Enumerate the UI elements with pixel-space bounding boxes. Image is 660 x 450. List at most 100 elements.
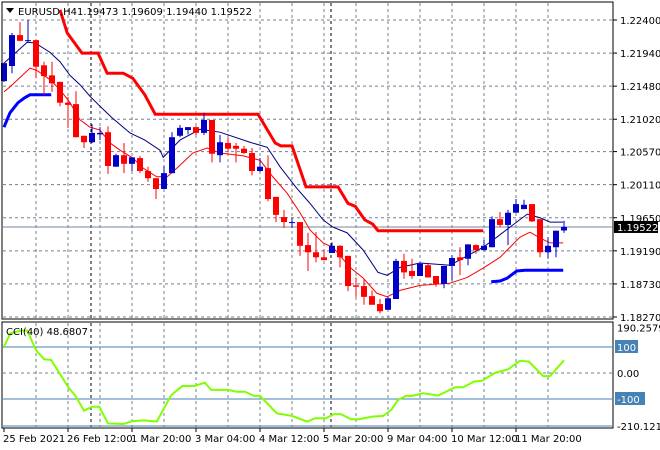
candle	[481, 240, 487, 251]
candle-body	[137, 158, 143, 172]
candle-body	[329, 245, 335, 253]
candle	[49, 61, 55, 92]
candle-body	[377, 304, 383, 312]
cci-label: CCI(40) 48.6807	[6, 327, 88, 338]
price-tick-label: 1.18270	[620, 313, 660, 324]
ma-slow-line	[3, 41, 564, 276]
current-price-label: 1.19522	[617, 223, 658, 234]
candle	[193, 126, 199, 136]
price-tick-label: 1.21480	[620, 82, 660, 93]
time-tick-label: 4 Mar 12:00	[259, 434, 319, 445]
candle-body	[193, 127, 199, 133]
candle	[129, 157, 135, 172]
candle-body	[89, 132, 95, 143]
candle-body	[121, 155, 127, 164]
cci-pane-frame	[1, 321, 614, 429]
time-tick-label: 26 Feb 12:00	[67, 434, 133, 445]
candle	[353, 277, 359, 297]
candle	[337, 245, 343, 268]
candle	[369, 290, 375, 305]
candle	[465, 244, 471, 266]
candle	[401, 253, 407, 279]
candle-body	[241, 148, 247, 154]
candle	[81, 135, 87, 148]
candle	[513, 199, 519, 213]
time-tick-label: 1 Mar 20:00	[131, 434, 191, 445]
candle-body	[73, 104, 79, 138]
candle	[409, 258, 415, 279]
candle	[201, 112, 207, 136]
candle-body	[553, 230, 559, 248]
candle	[217, 135, 223, 163]
candle	[425, 263, 431, 278]
candle	[385, 296, 391, 310]
main-pane-frame	[1, 1, 614, 320]
candle-body	[465, 244, 471, 259]
candle-body	[273, 196, 279, 215]
candle	[297, 222, 303, 256]
candle-body	[409, 270, 415, 276]
candle-body	[257, 166, 263, 172]
candle	[1, 63, 7, 82]
candle-body	[1, 63, 7, 82]
candle	[473, 244, 479, 254]
price-tick-label: 1.21020	[620, 115, 660, 126]
candle-body	[297, 222, 303, 246]
cci-tick-label: 100	[617, 343, 636, 354]
candle-body	[33, 40, 39, 67]
candle	[17, 22, 23, 41]
candle-body	[185, 127, 191, 131]
triangle-down-icon[interactable]	[6, 8, 14, 13]
candle	[105, 126, 111, 174]
candle	[161, 165, 167, 189]
stop-lower-line	[491, 268, 564, 284]
price-tick-label: 1.19650	[620, 214, 660, 225]
candle-body	[209, 119, 215, 154]
candle	[233, 142, 239, 163]
cci-tick-label: 0.00	[617, 369, 639, 380]
candle	[545, 237, 551, 259]
candle	[33, 40, 39, 79]
candle	[97, 127, 103, 141]
candle-body	[393, 260, 399, 300]
candle	[41, 61, 47, 95]
candle	[505, 209, 511, 246]
candle	[441, 265, 447, 289]
candle-body	[321, 257, 327, 261]
indicator-overlays	[2, 9, 564, 298]
price-tick-label: 1.18730	[620, 280, 660, 291]
candle	[185, 127, 191, 135]
candle-body	[537, 219, 543, 253]
candle	[249, 147, 255, 176]
candle	[457, 247, 463, 276]
candle-body	[401, 260, 407, 273]
candle	[433, 275, 439, 287]
candle	[65, 96, 71, 128]
time-tick-label: 11 Mar 20:00	[515, 434, 582, 445]
candle-body	[265, 168, 271, 200]
candle-body	[361, 286, 367, 297]
candle-body	[289, 222, 295, 224]
candle-body	[81, 135, 87, 143]
candle	[169, 132, 175, 174]
candle-body	[561, 226, 567, 231]
candle	[9, 32, 15, 74]
candle	[113, 153, 119, 167]
candle-body	[57, 81, 63, 103]
candle	[321, 249, 327, 261]
candle	[537, 219, 543, 258]
candle	[377, 299, 383, 314]
candle	[57, 81, 63, 107]
candle	[145, 166, 151, 182]
candle-body	[433, 275, 439, 284]
cci-level-box	[615, 340, 638, 353]
candle	[489, 216, 495, 248]
candle-body	[153, 178, 159, 189]
candle-body	[281, 217, 287, 223]
cci-tick-label: -100	[617, 395, 640, 406]
cci-level-box	[615, 392, 645, 405]
candle-body	[505, 212, 511, 225]
cci-line	[3, 329, 565, 425]
price-tick-label: 1.20570	[620, 148, 660, 159]
